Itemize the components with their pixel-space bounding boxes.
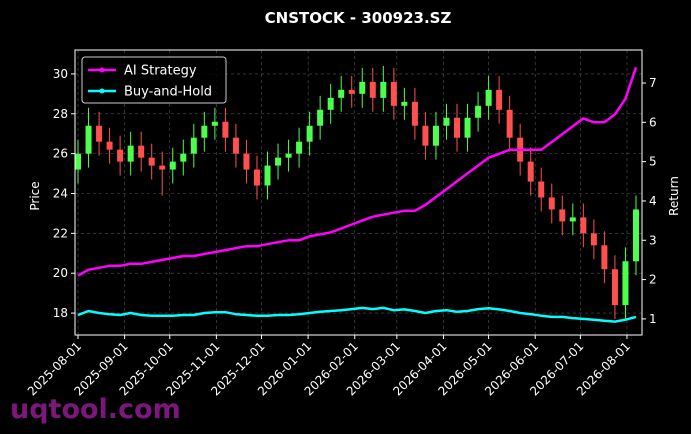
y2-axis-label: Return [667,176,681,216]
candle-body [454,117,461,138]
candle-body [327,97,334,110]
candle-body [380,81,387,98]
candle-body [569,217,576,222]
y2-tick-label: 6 [649,115,657,129]
candle-body [622,261,629,306]
watermark: uqtool.com [10,394,181,425]
y-tick-label: 22 [53,226,68,240]
candle-body [527,161,534,182]
legend-marker [99,67,105,73]
y2-tick-label: 3 [649,233,657,247]
legend-label: AI Strategy [124,64,197,79]
y-tick-label: 24 [53,186,68,200]
y-tick-label: 20 [53,266,68,280]
candle-body [243,153,250,170]
candle-body [496,89,503,110]
legend-box [81,56,227,104]
candle-body [443,117,450,126]
candle-body [148,157,155,166]
y-tick-label: 26 [53,147,68,161]
candle-body [285,153,292,158]
candle-body [401,101,408,106]
y-tick-label: 30 [53,67,68,81]
y2-tick-label: 4 [649,194,657,208]
candle-body [464,117,471,138]
y-axis-label: Price [28,181,42,210]
candle-body [338,89,345,98]
plot-frame [74,49,643,336]
candle-body [580,217,587,234]
candle-body [253,169,260,186]
candle-body [369,81,376,98]
candle-body [359,81,366,94]
candle-body [306,125,313,142]
candle-body [590,233,597,246]
candle-body [169,161,176,170]
candle-body [432,125,439,146]
candle-body [317,109,324,126]
candle-body [264,165,271,186]
candle-body [348,89,355,94]
y-tick-label: 18 [53,306,68,320]
candle-body [85,125,92,154]
candle-body [232,137,239,154]
candle-body [559,209,566,222]
y-tick-label: 28 [53,107,68,121]
y2-tick-label: 1 [649,312,657,326]
candle-body [275,157,282,166]
y2-tick-label: 7 [649,76,657,90]
y2-tick-label: 5 [649,155,657,169]
candle-body [485,89,492,106]
candle-body [222,121,229,138]
candle-body [127,145,134,162]
y2-tick-label: 2 [649,273,657,287]
legend-label: Buy-and-Hold [124,85,212,100]
candle-body [201,125,208,138]
candle-body [117,149,124,162]
candle-body [211,121,218,126]
candle-body [548,197,555,210]
candle-body [411,101,418,126]
candle-body [296,141,303,154]
candle-body [96,125,103,142]
candle-body [538,181,545,198]
candle-body [390,81,397,106]
candle-body [632,209,639,262]
candle-body [190,137,197,154]
candle-body [180,153,187,162]
legend-marker [99,88,105,94]
candle-body [138,145,145,158]
series-line [77,66,638,277]
candle-body [106,141,113,150]
candle-body [506,109,513,138]
candle-body [422,125,429,146]
candle-body [75,153,82,170]
chart-title: CNSTOCK - 300923.SZ [265,9,452,27]
candle-body [611,269,618,306]
candle-body [601,245,608,270]
candle-body [159,165,166,170]
series-line [77,306,637,323]
candle-body [475,105,482,118]
